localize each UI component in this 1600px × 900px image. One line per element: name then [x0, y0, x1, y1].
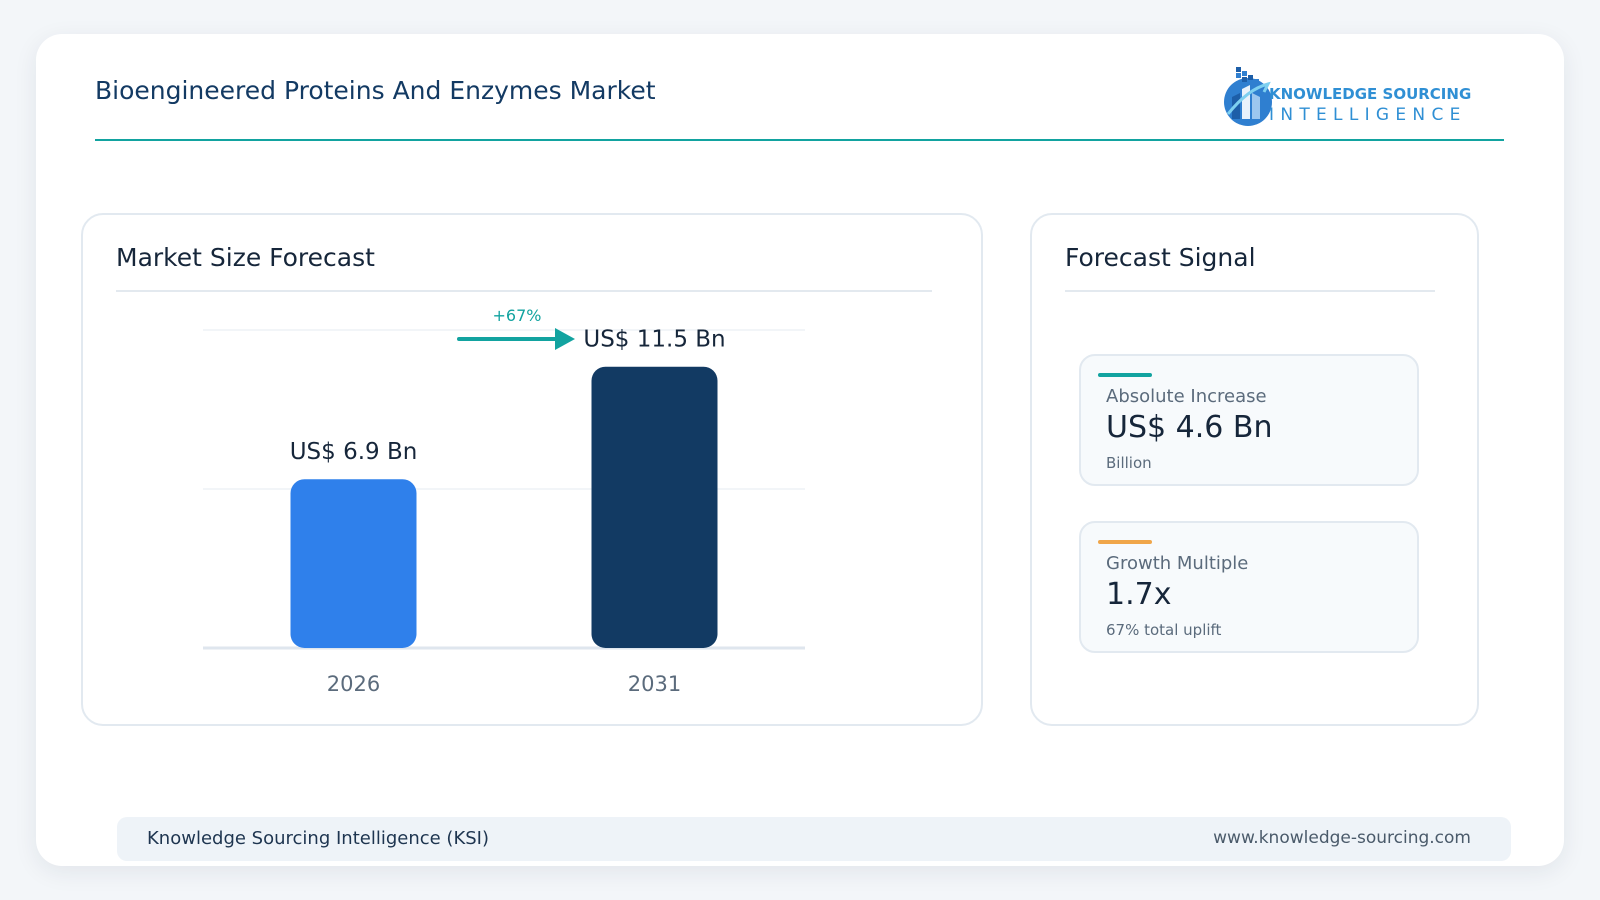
- chart-panel-title: Market Size Forecast: [116, 243, 375, 272]
- logo-text-intelligence: INTELLIGENCE: [1269, 105, 1467, 125]
- report-card: Bioengineered Proteins And Enzymes Marke…: [36, 34, 1564, 866]
- market-size-panel: Market Size Forecast US$ 6.9 Bn 2026 US$ 1…: [81, 213, 983, 726]
- growth-label: +67%: [493, 306, 542, 325]
- growth-arrow-head-icon: [555, 328, 575, 350]
- data-label-2031: US$ 11.5 Bn: [583, 327, 725, 353]
- page-title: Bioengineered Proteins And Enzymes Marke…: [95, 76, 656, 105]
- metric-accent-bar: [1098, 373, 1152, 377]
- x-tick-label: 2031: [628, 672, 681, 696]
- ksi-logo-icon: [1224, 67, 1272, 126]
- bar-2031: [591, 366, 718, 648]
- bar-2026: [290, 479, 417, 648]
- footer-bar: Knowledge Sourcing Intelligence (KSI) ww…: [117, 817, 1511, 861]
- metric-accent-bar: [1098, 540, 1152, 544]
- metric-label: Absolute Increase: [1106, 386, 1267, 407]
- metric-card-absolute-increase: Absolute Increase US$ 4.6 Bn Billion: [1079, 354, 1419, 486]
- footer-website-link[interactable]: www.knowledge-sourcing.com: [1213, 828, 1471, 848]
- chart-panel-divider: [116, 290, 932, 292]
- metric-card-growth-multiple: Growth Multiple 1.7x 67% total uplift: [1079, 521, 1419, 653]
- metric-subtext: Billion: [1106, 454, 1152, 472]
- signal-panel-divider: [1065, 290, 1435, 292]
- data-label-2026: US$ 6.9 Bn: [290, 439, 418, 465]
- forecast-signal-panel: Forecast Signal Absolute Increase US$ 4.…: [1030, 213, 1479, 726]
- market-size-chart: US$ 6.9 Bn 2026 US$ 11.5 Bn 2031 +67%: [203, 306, 805, 696]
- signal-panel-title: Forecast Signal: [1065, 243, 1256, 272]
- x-tick-label: 2026: [327, 672, 380, 696]
- footer-company: Knowledge Sourcing Intelligence (KSI): [147, 828, 490, 849]
- logo-text-knowledge-sourcing: KNOWLEDGE SOURCING: [1269, 85, 1472, 103]
- metric-subtext: 67% total uplift: [1106, 621, 1222, 639]
- metric-value: 1.7x: [1106, 577, 1172, 612]
- title-divider: [95, 139, 1504, 141]
- metric-label: Growth Multiple: [1106, 553, 1249, 574]
- metric-value: US$ 4.6 Bn: [1106, 410, 1273, 445]
